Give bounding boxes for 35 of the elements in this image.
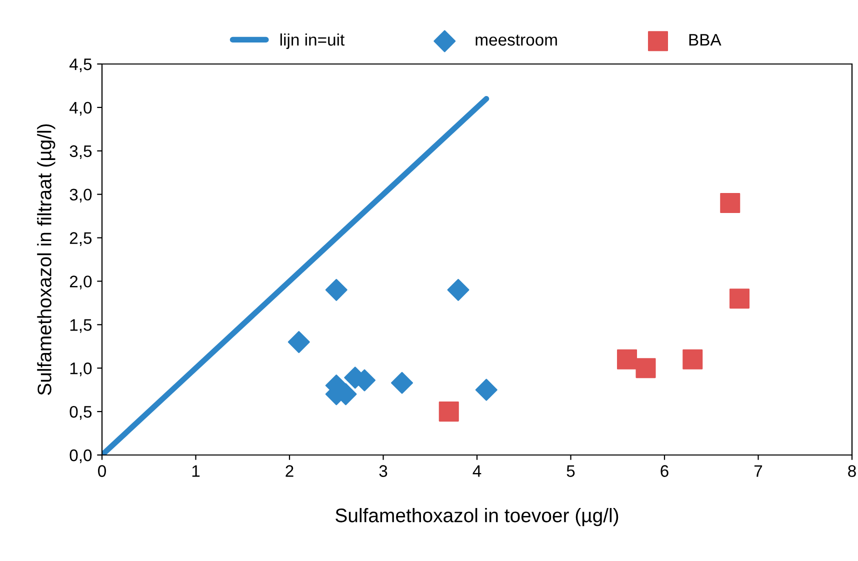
y-tick-label: 0,5 — [70, 406, 92, 420]
x-tick-label: 3 — [379, 465, 388, 477]
x-tick-label: 4 — [472, 465, 482, 477]
y-tick-label: 4,5 — [69, 58, 92, 72]
x-axis-title: Sulfamethoxazol in toevoer (µg/l) — [336, 508, 618, 526]
point — [616, 349, 638, 370]
x-tick-label: 2 — [286, 465, 294, 477]
y-axis-title: Sulfamethoxazol in filtraat (µg/l) — [37, 124, 56, 395]
point — [729, 288, 750, 309]
point — [288, 331, 310, 354]
x-tick-label: 1 — [192, 465, 200, 477]
y-tick-label: 4,0 — [69, 102, 92, 116]
point — [325, 278, 348, 301]
point — [682, 349, 703, 370]
legend-label: lijn in=uit — [280, 33, 345, 49]
y-tick-label: 2,5 — [70, 232, 92, 246]
point — [720, 193, 740, 214]
legend-label: BBA — [689, 34, 722, 46]
y-tick-label: 3,0 — [70, 188, 92, 203]
y-tick-label: 0,0 — [70, 449, 92, 464]
point — [636, 358, 656, 378]
point — [447, 278, 470, 301]
legend-label: meestroom — [476, 34, 557, 46]
y-tick-label: 2,0 — [70, 276, 92, 290]
point — [391, 372, 413, 394]
point — [438, 402, 459, 422]
y-tick-label: 1,0 — [70, 362, 92, 376]
x-tick-label: 0 — [98, 465, 106, 477]
point — [475, 378, 498, 401]
x-tick-label: 5 — [566, 465, 575, 477]
x-tick-label: 8 — [848, 465, 856, 477]
y-tick-label: 1,5 — [70, 319, 92, 333]
x-tick-label: 7 — [754, 465, 762, 477]
x-tick-label: 6 — [660, 465, 668, 477]
y-tick-label: 3,5 — [70, 145, 92, 160]
